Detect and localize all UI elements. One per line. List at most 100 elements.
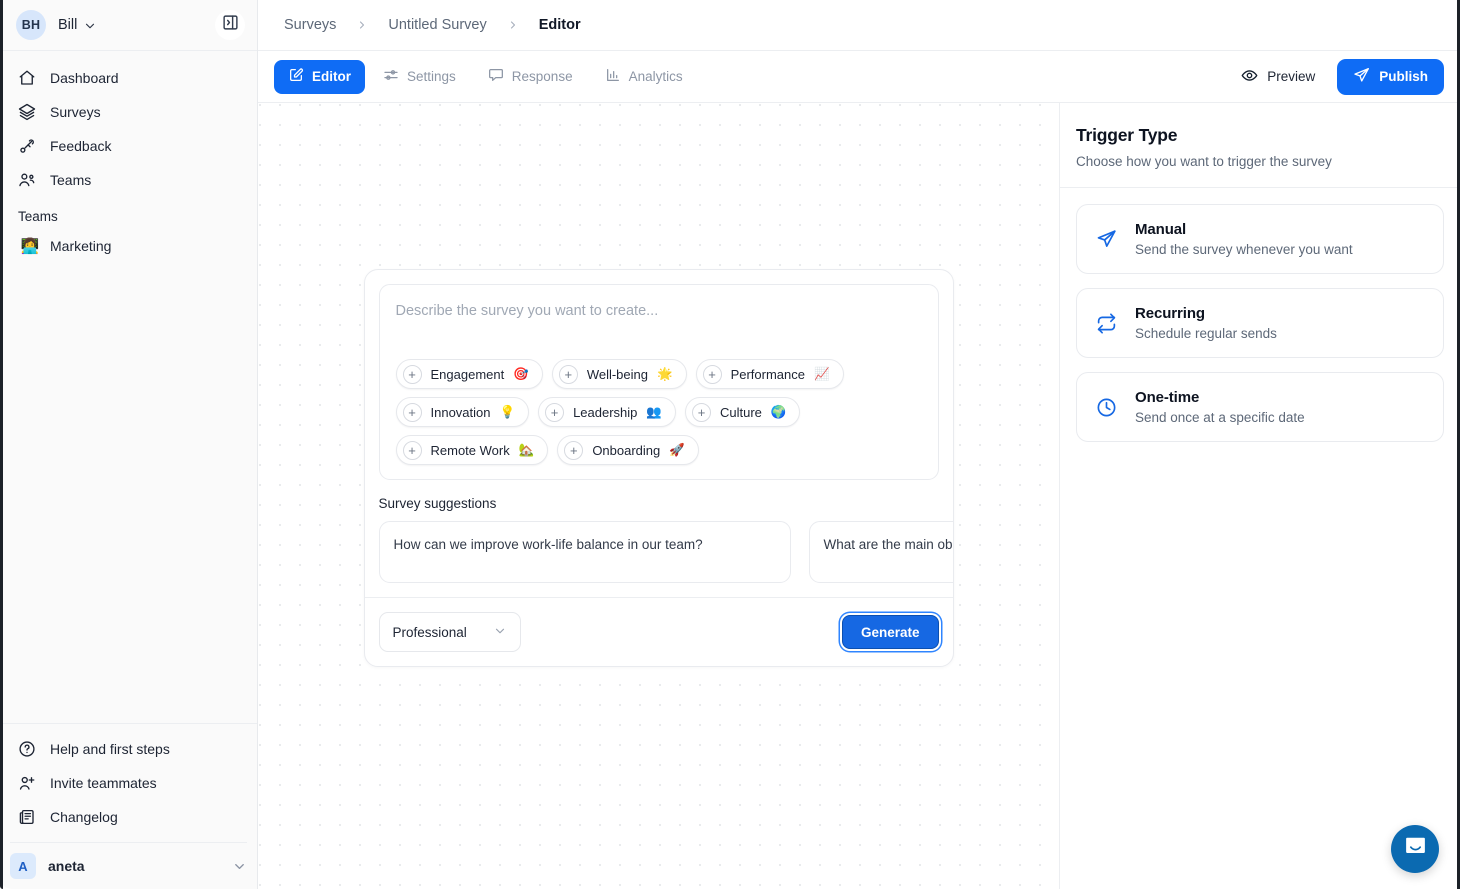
trigger-option-text: Manual Send the survey whenever you want	[1135, 221, 1353, 257]
sidebar-item-label: Dashboard	[50, 70, 119, 86]
plus-icon: +	[564, 440, 584, 460]
trigger-option-desc: Send once at a specific date	[1135, 410, 1305, 425]
tab-label: Editor	[312, 69, 351, 84]
sidebar: BH Bill Dashboard Surv	[0, 0, 258, 889]
survey-suggestions: Survey suggestions How can we improve wo…	[365, 494, 953, 597]
busts-emoji-icon: 👥	[646, 404, 662, 419]
plus-icon: +	[402, 364, 422, 384]
suggestion-card[interactable]: How can we improve work-life balance in …	[378, 521, 791, 583]
chip-label: Well-being	[586, 366, 648, 382]
feedback-icon	[18, 137, 36, 155]
chip-label: Culture	[719, 404, 762, 420]
chat-widget-button[interactable]	[1391, 825, 1439, 873]
suggestions-title: Survey suggestions	[378, 496, 497, 511]
sidebar-item-changelog[interactable]: Changelog	[10, 800, 247, 834]
news-icon	[18, 808, 36, 826]
survey-prompt-input[interactable]	[395, 301, 922, 353]
sidebar-team-marketing[interactable]: 👩‍💻 Marketing	[10, 230, 247, 262]
generate-button[interactable]: Generate	[841, 615, 939, 649]
user-account-button[interactable]: A aneta	[10, 842, 247, 889]
tab-settings[interactable]: Settings	[369, 60, 470, 94]
tab-label: Settings	[407, 69, 456, 84]
chevron-down-icon	[232, 859, 247, 874]
chip-label: Performance	[730, 366, 805, 382]
tab-editor[interactable]: Editor	[274, 59, 365, 94]
window-frame-left	[0, 0, 3, 889]
suggestion-card[interactable]: What are the main ob	[808, 521, 953, 583]
sidebar-item-label: Help and first steps	[50, 741, 170, 757]
chip-engagement[interactable]: + Engagement 🎯	[395, 359, 543, 389]
chip-culture[interactable]: + Culture 🌍	[684, 397, 801, 427]
chip-performance[interactable]: + Performance 📈	[695, 359, 844, 389]
sidebar-item-invite[interactable]: Invite teammates	[10, 766, 247, 800]
user-name: aneta	[48, 858, 85, 874]
plus-icon: +	[691, 402, 711, 422]
sidebar-item-label: Feedback	[50, 138, 112, 154]
chip-label: Leadership	[573, 404, 638, 420]
chip-label: Onboarding	[592, 442, 661, 458]
sidebar-section-teams-label: Teams	[18, 209, 58, 224]
trigger-type-panel: Trigger Type Choose how you want to trig…	[1060, 103, 1460, 889]
trigger-option-recurring[interactable]: Recurring Schedule regular sends	[1076, 288, 1444, 358]
target-emoji-icon: 🎯	[513, 366, 529, 381]
chip-leadership[interactable]: + Leadership 👥	[538, 397, 676, 427]
tone-value: Professional	[392, 624, 467, 640]
sidebar-item-label: Changelog	[50, 809, 118, 825]
preview-button[interactable]: Preview	[1229, 60, 1327, 94]
sidebar-item-feedback[interactable]: Feedback	[10, 129, 247, 163]
tab-response[interactable]: Response	[474, 60, 587, 94]
send-icon	[1095, 229, 1117, 250]
sidebar-item-label: Surveys	[50, 104, 101, 120]
chip-label: Innovation	[430, 404, 491, 420]
trigger-option-label: One-time	[1135, 389, 1200, 406]
sidebar-collapse-button[interactable]	[215, 10, 245, 40]
sidebar-item-surveys[interactable]: Surveys	[10, 95, 247, 129]
chip-innovation[interactable]: + Innovation 💡	[395, 397, 530, 427]
plus-icon: +	[402, 440, 422, 460]
chip-remote-work[interactable]: + Remote Work 🏡	[395, 435, 549, 465]
preview-label: Preview	[1267, 69, 1316, 84]
sliders-icon	[383, 67, 399, 86]
tone-select[interactable]: Professional	[378, 612, 521, 652]
plus-icon: +	[402, 402, 422, 422]
editor-canvas: + Engagement 🎯 + Well-being 🌟 +	[258, 103, 1060, 889]
intercom-chat-icon	[1403, 834, 1428, 864]
chip-onboarding[interactable]: + Onboarding 🚀	[557, 435, 699, 465]
prompt-box: + Engagement 🎯 + Well-being 🌟 +	[378, 284, 939, 480]
publish-button[interactable]: Publish	[1337, 58, 1444, 95]
chart-increasing-emoji-icon: 📈	[814, 366, 830, 381]
lightbulb-emoji-icon: 💡	[499, 404, 516, 419]
panel-header: Trigger Type Choose how you want to trig…	[1060, 103, 1460, 188]
sidebar-item-teams[interactable]: Teams	[10, 163, 247, 197]
tab-label: Analytics	[628, 69, 683, 84]
trigger-option-text: Recurring Schedule regular sends	[1135, 305, 1277, 341]
globe-emoji-icon: 🌍	[770, 404, 787, 419]
page-title: Trigger Type	[1076, 125, 1178, 145]
chip-well-being[interactable]: + Well-being 🌟	[551, 359, 687, 389]
trigger-option-one-time[interactable]: One-time Send once at a specific date	[1076, 372, 1444, 442]
sidebar-item-dashboard[interactable]: Dashboard	[10, 61, 247, 95]
breadcrumb-untitled-survey[interactable]: Untitled Survey	[388, 17, 487, 33]
workspace-switcher[interactable]: BH Bill	[0, 0, 257, 51]
send-icon	[1353, 67, 1370, 87]
trigger-option-manual[interactable]: Manual Send the survey whenever you want	[1076, 204, 1444, 274]
trigger-option-label: Manual	[1135, 221, 1187, 238]
bar-chart-icon	[605, 67, 621, 86]
editor-toolbar: Editor Settings Response Analytics	[258, 51, 1460, 103]
house-emoji-icon: 🏡	[518, 442, 535, 457]
plus-icon: +	[702, 364, 722, 384]
repeat-icon	[1095, 312, 1117, 334]
tab-label: Response	[511, 69, 573, 84]
sidebar-item-help[interactable]: Help and first steps	[10, 732, 247, 766]
star-emoji-icon: 🌟	[657, 366, 673, 381]
breadcrumb-separator-icon	[336, 19, 388, 31]
layers-icon	[18, 103, 36, 121]
generator-footer: Professional Generate	[364, 597, 953, 666]
tab-analytics[interactable]: Analytics	[591, 60, 697, 94]
breadcrumb-editor: Editor	[538, 17, 581, 33]
workspace-avatar: BH	[16, 10, 46, 40]
sidebar-item-label: Invite teammates	[50, 775, 157, 791]
user-plus-icon	[18, 774, 36, 792]
breadcrumb-surveys[interactable]: Surveys	[284, 17, 337, 33]
survey-generator-card: + Engagement 🎯 + Well-being 🌟 +	[363, 269, 954, 667]
